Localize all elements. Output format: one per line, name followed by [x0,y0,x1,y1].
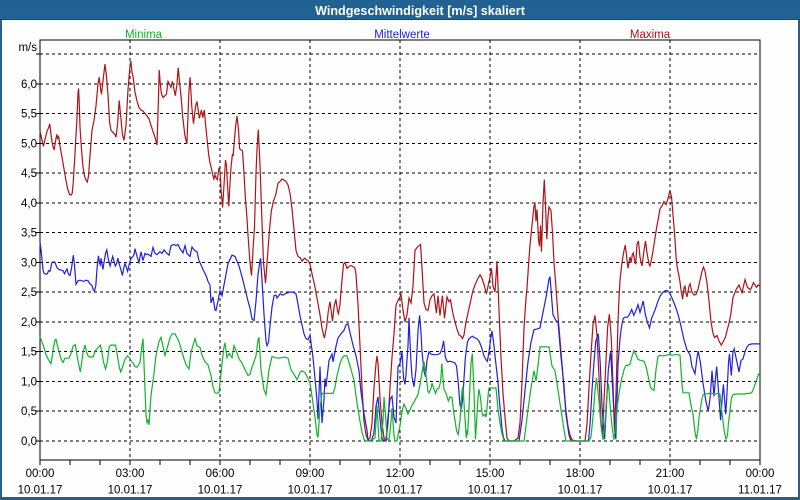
svg-text:1,5: 1,5 [21,347,37,359]
svg-text:Minima: Minima [125,29,163,41]
svg-text:03:00: 03:00 [116,468,145,480]
svg-text:5,5: 5,5 [21,109,37,121]
svg-text:3,0: 3,0 [21,257,37,269]
svg-text:18:00: 18:00 [566,468,595,480]
svg-text:m/s: m/s [18,42,37,54]
svg-text:10.01.17: 10.01.17 [288,485,333,497]
svg-text:2,5: 2,5 [21,287,37,299]
svg-text:06:00: 06:00 [206,468,235,480]
svg-text:00:00: 00:00 [26,468,55,480]
svg-text:4,0: 4,0 [21,198,37,210]
svg-text:10.01.17: 10.01.17 [558,485,603,497]
svg-text:1,0: 1,0 [21,376,37,388]
svg-text:0,5: 0,5 [21,406,37,418]
svg-text:2,0: 2,0 [21,317,37,329]
svg-text:10.01.17: 10.01.17 [648,485,693,497]
svg-text:Mittelwerte: Mittelwerte [374,29,430,41]
svg-text:3,5: 3,5 [21,228,37,240]
svg-text:10.01.17: 10.01.17 [378,485,423,497]
svg-text:4,5: 4,5 [21,168,37,180]
svg-text:11.01.17: 11.01.17 [738,485,782,497]
svg-text:Windgeschwindigkeit [m/s] skal: Windgeschwindigkeit [m/s] skaliert [315,4,526,18]
svg-text:10.01.17: 10.01.17 [198,485,243,497]
svg-text:12:00: 12:00 [386,468,415,480]
svg-text:15:00: 15:00 [476,468,505,480]
svg-text:09:00: 09:00 [296,468,325,480]
svg-text:21:00: 21:00 [656,468,685,480]
svg-text:0,0: 0,0 [21,436,37,448]
svg-text:6,0: 6,0 [21,79,37,91]
svg-text:10.01.17: 10.01.17 [108,485,153,497]
svg-text:5,0: 5,0 [21,138,37,150]
svg-text:Maxima: Maxima [630,29,671,41]
svg-text:10.01.17: 10.01.17 [468,485,513,497]
svg-text:00:00: 00:00 [746,468,775,480]
svg-text:10.01.17: 10.01.17 [18,485,63,497]
